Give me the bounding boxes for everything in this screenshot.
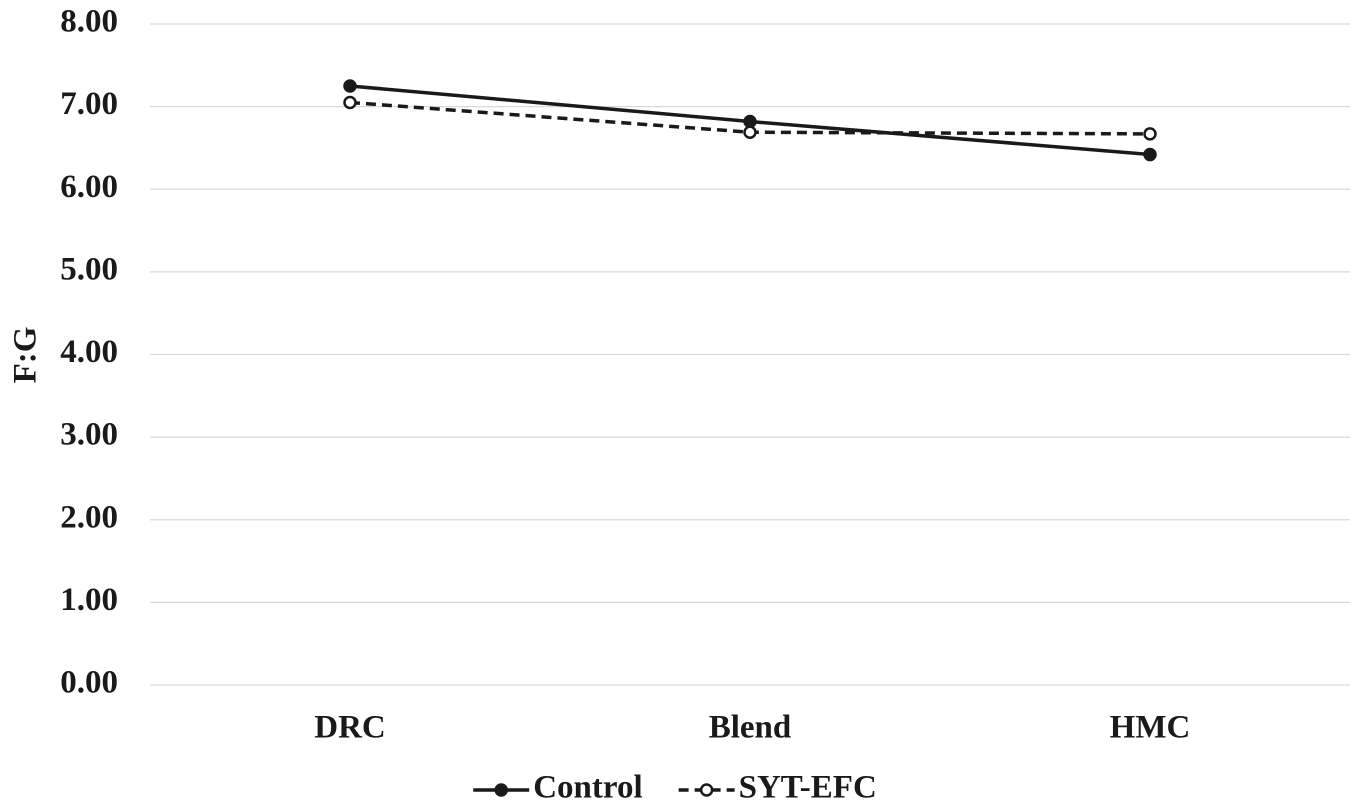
marker	[1143, 147, 1157, 162]
y-tick-label: 4.00	[60, 334, 118, 370]
y-tick-label: 8.00	[60, 4, 118, 40]
y-tick-label: 0.00	[60, 665, 118, 701]
x-tick-label: DRC	[314, 710, 386, 746]
x-tick-label: HMC	[1110, 710, 1191, 746]
y-tick-label: 7.00	[60, 86, 118, 122]
marker	[343, 95, 357, 110]
legend-label: SYT-EFC	[739, 770, 877, 806]
legend-marker	[494, 783, 508, 797]
y-axis-title: F:G	[8, 327, 44, 384]
y-tick-label: 6.00	[60, 169, 118, 205]
legend-label: Control	[533, 770, 642, 806]
marker	[343, 79, 357, 93]
x-tick-label: Blend	[709, 710, 792, 746]
marker	[743, 114, 757, 129]
legend: Control SYT-EFC	[473, 770, 877, 806]
marker	[1143, 127, 1157, 141]
y-tick-label: 2.00	[60, 499, 118, 535]
y-tick-label: 3.00	[60, 417, 118, 453]
marker	[743, 125, 757, 139]
y-tick-label: 1.00	[60, 582, 118, 618]
y-tick-label: 5.00	[60, 251, 118, 287]
legend-marker	[699, 783, 714, 797]
